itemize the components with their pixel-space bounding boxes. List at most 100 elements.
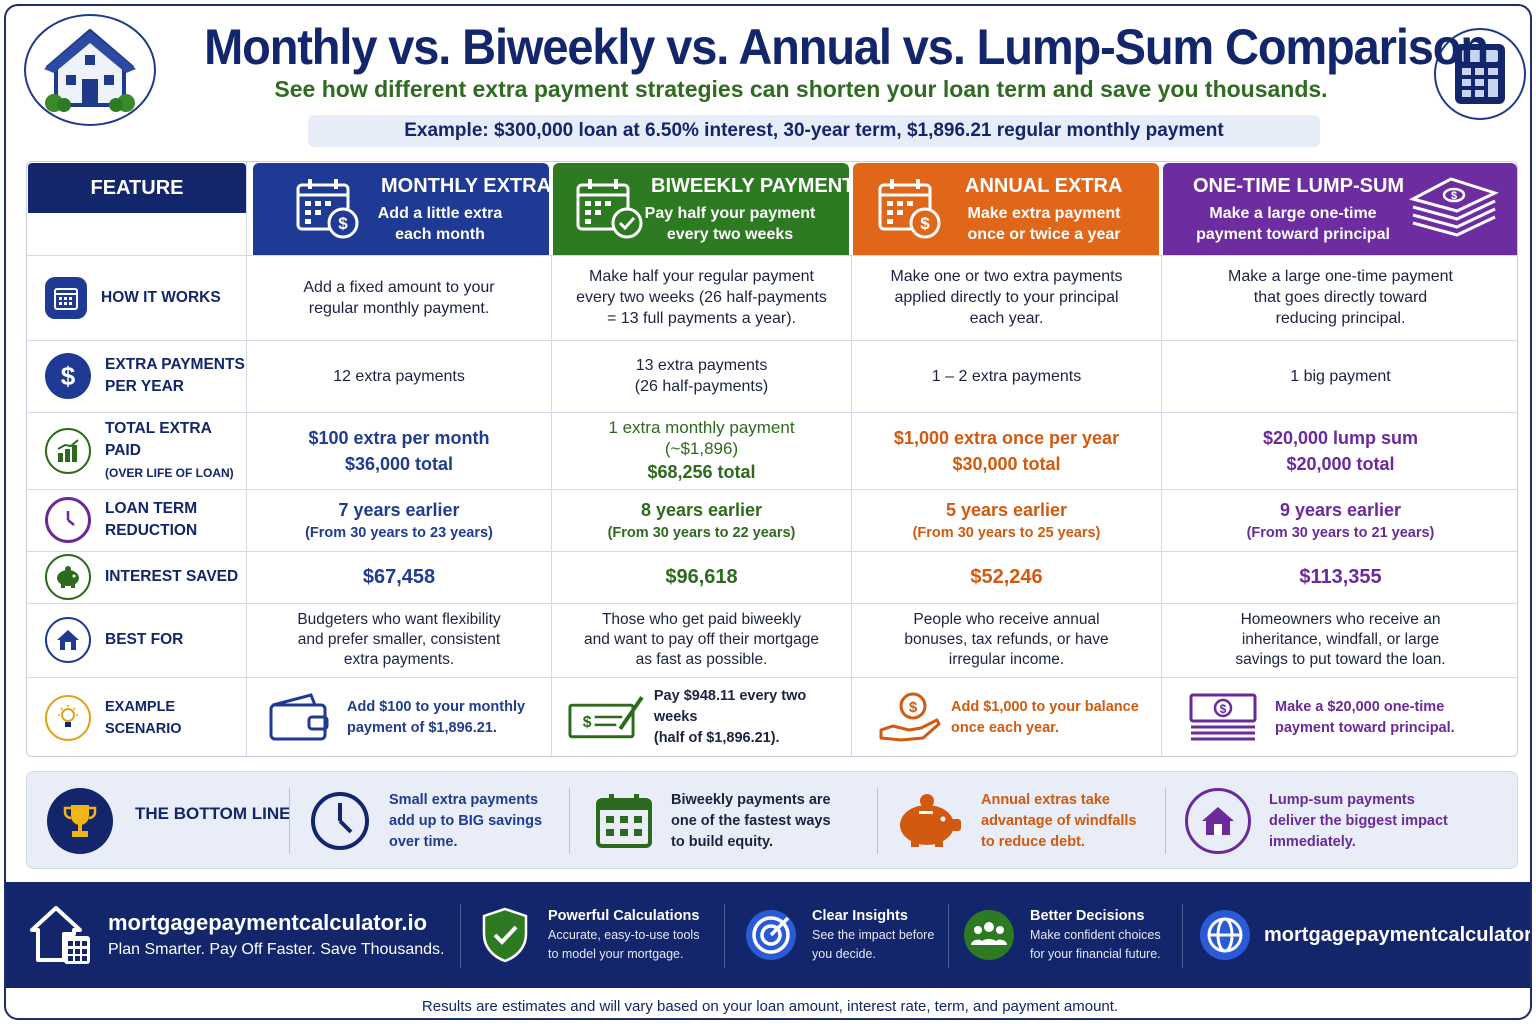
wallet-icon <box>269 692 329 740</box>
grid-divider <box>851 255 852 756</box>
column-desc-line: Pay half your payment <box>644 205 816 222</box>
row-label-line: EXTRA PAYMENTS <box>105 356 245 373</box>
cell-extra-biweekly: 13 extra payments (26 half-payments) <box>552 340 851 412</box>
column-desc-line: Add a little extra <box>377 205 503 222</box>
cell-line: $36,000 total <box>344 453 454 474</box>
house-calculator-icon <box>30 906 90 964</box>
cell-line: and want to pay off their mortgage <box>584 631 819 648</box>
cell-extra-annual: 1 – 2 extra payments <box>852 340 1161 412</box>
cell-total-monthly: $100 extra per month $36,000 total <box>247 412 551 489</box>
text-line: advantage of windfalls <box>981 812 1137 829</box>
brand-name[interactable]: mortgagepaymentcalculator.io <box>108 910 428 935</box>
example-text: Add $1,000 to your balance once each year… <box>951 697 1139 739</box>
house-logo-icon <box>24 14 156 126</box>
cell-example-annual: $ Add $1,000 to your balance once each ye… <box>879 677 1161 756</box>
cell-line: 1 – 2 extra payments <box>931 367 1082 385</box>
feature-line: Accurate, easy-to-use tools <box>548 928 700 942</box>
row-label: LOAN TERM REDUCTION <box>105 498 197 542</box>
row-label-how-it-works: HOW IT WORKS <box>27 255 245 340</box>
text-line: over time. <box>389 833 458 850</box>
piggy-bank-icon <box>900 794 961 847</box>
cell-example-monthly: Add $100 to your monthly payment of $1,89… <box>267 677 551 756</box>
column-title: ONE-TIME LUMP-SUM <box>1193 175 1405 197</box>
bottom-line-item: Annual extras take advantage of windfalls… <box>893 772 1163 870</box>
feature-line: See the impact before <box>812 928 935 942</box>
cell-best-biweekly: Those who get paid biweekly and want to p… <box>552 603 851 677</box>
column-header-biweekly: BIWEEKLY PAYMENTS Pay half your payment e… <box>553 163 868 255</box>
example-text: Make a $20,000 one-time payment toward pr… <box>1275 697 1455 739</box>
footer-brand: mortgagepaymentcalculator.io Plan Smarte… <box>28 882 444 988</box>
calendar-dollar-icon: $ <box>877 177 943 246</box>
text-line: to reduce debt. <box>981 833 1085 850</box>
row-label-example-scenario: EXAMPLE SCENARIO <box>27 677 245 756</box>
cell-line: Add a fixed amount to your <box>303 278 495 296</box>
cell-line: (From 30 years to 25 years) <box>912 524 1101 541</box>
bottom-line-panel: THE BOTTOM LINE Small extra payments add … <box>26 771 1518 869</box>
cell-example-lump-sum: $ Make a $20,000 one-time payment toward … <box>1187 677 1517 756</box>
cell-line: Make one or two extra payments <box>890 268 1123 285</box>
calendar-icon <box>596 794 652 848</box>
calculator-icon <box>1434 28 1526 120</box>
divider <box>1165 788 1166 854</box>
row-label: TOTAL EXTRA PAID (OVER LIFE OF LOAN) <box>105 418 245 484</box>
svg-text:$: $ <box>583 713 592 730</box>
cell-line: $96,618 <box>665 565 738 588</box>
cell-interest-lump-sum: $113,355 <box>1162 551 1517 603</box>
column-desc-line: each month <box>395 226 485 243</box>
cell-line: $113,355 <box>1299 565 1382 588</box>
feature-line: to model your mortgage. <box>548 947 684 961</box>
hand-coin-icon: $ <box>879 692 941 741</box>
brand-text: mortgagepaymentcalculator.io Plan Smarte… <box>108 908 444 962</box>
cell-extra-lump-sum: 1 big payment <box>1162 340 1517 412</box>
divider <box>724 904 725 968</box>
globe-icon <box>1200 910 1250 960</box>
grid-divider <box>551 255 552 756</box>
text-line: Small extra payments <box>389 791 539 808</box>
example-text: Pay $948.11 every two weeks (half of $1,8… <box>654 686 851 749</box>
cell-how-lump-sum: Make a large one-time payment that goes d… <box>1162 255 1517 340</box>
grid-divider <box>27 551 1517 552</box>
check-pen-icon: $ <box>568 695 644 738</box>
cell-interest-monthly: $67,458 <box>247 551 551 603</box>
svg-text:$: $ <box>909 699 918 716</box>
cell-line: each year. <box>969 310 1044 327</box>
bar-chart-icon <box>45 427 91 474</box>
cell-line: Make a $20,000 one-time <box>1275 698 1445 715</box>
cell-line: (half of $1,896.21). <box>653 730 780 746</box>
cell-example-biweekly: $ Pay $948.11 every two weeks (half of $1… <box>567 677 851 756</box>
row-label-interest-saved: INTEREST SAVED <box>27 551 245 603</box>
cell-line: 13 extra payments <box>635 357 768 374</box>
bottom-line-item: Lump-sum payments deliver the biggest imp… <box>1185 772 1505 870</box>
cell-line: Pay $948.11 every two weeks <box>653 688 807 725</box>
cell-how-biweekly: Make half your regular payment every two … <box>552 255 851 340</box>
cell-line: extra payments. <box>343 651 455 668</box>
cell-line: = 13 full payments a year). <box>607 310 796 327</box>
cell-line: (26 half-payments) <box>634 378 769 395</box>
column-header-annual: $ ANNUAL EXTRA Make extra payment once or… <box>853 163 1159 255</box>
calendar-dollar-icon: $ <box>295 177 361 246</box>
clock-icon <box>311 792 369 850</box>
people-icon <box>964 910 1014 960</box>
row-label-line: LOAN TERM <box>105 500 198 517</box>
cell-line: regular monthly payment. <box>308 299 490 317</box>
cell-line: bonuses, tax refunds, or have <box>904 631 1109 648</box>
site-link[interactable]: mortgagepaymentcalculator.io <box>1264 923 1532 946</box>
cell-line: 1 extra monthly payment <box>608 417 795 437</box>
divider <box>569 788 570 854</box>
cell-line: People who receive annual <box>913 611 1100 628</box>
column-desc: Add a little extra each month <box>345 203 535 245</box>
feature-text: Better Decisions Make confident choices … <box>1030 906 1161 964</box>
cell-line: savings to put toward the loan. <box>1235 651 1446 668</box>
row-label: BEST FOR <box>105 631 184 648</box>
svg-text:$: $ <box>338 214 348 233</box>
divider <box>1182 904 1183 968</box>
cell-extra-monthly: 12 extra payments <box>247 340 551 412</box>
cell-line: $52,246 <box>970 565 1043 588</box>
cell-line: 8 years earlier <box>640 499 763 520</box>
cell-line: (From 30 years to 23 years) <box>305 524 493 541</box>
feature-title: Better Decisions <box>1030 908 1145 924</box>
cell-term-monthly: 7 years earlier (From 30 years to 23 year… <box>247 489 551 551</box>
cell-line: Homeowners who receive an <box>1240 611 1441 628</box>
column-title: ANNUAL EXTRA <box>965 175 1123 197</box>
bottom-line-text: Biweekly payments are one of the fastest … <box>671 790 831 853</box>
